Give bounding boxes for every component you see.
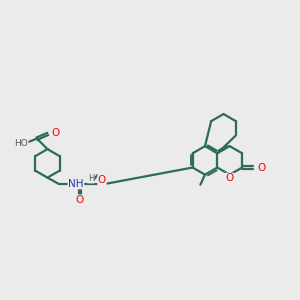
Text: O: O [98, 175, 106, 185]
Text: NH: NH [68, 179, 84, 189]
Text: O: O [257, 163, 266, 172]
Text: O: O [226, 173, 234, 183]
Text: O: O [76, 195, 84, 205]
Text: H: H [88, 174, 94, 183]
Text: O: O [51, 128, 60, 138]
Text: HO: HO [14, 139, 28, 148]
